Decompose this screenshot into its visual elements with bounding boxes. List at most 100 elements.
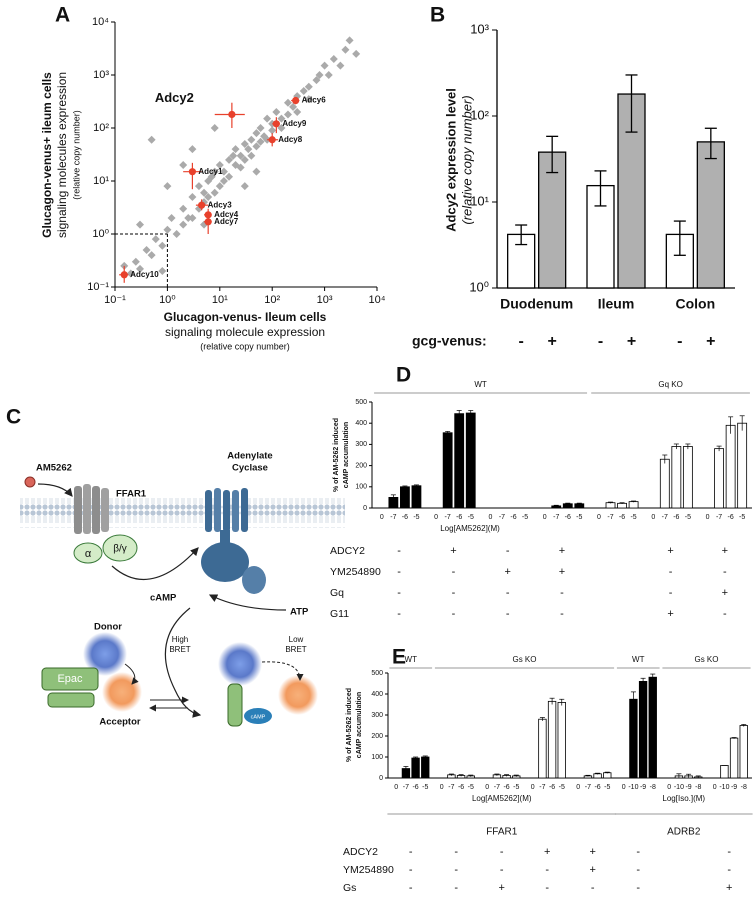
epac (227, 683, 243, 727)
point (158, 267, 167, 276)
condition-name: ADCY2 (343, 846, 378, 858)
adenylate-cyclase (201, 488, 266, 594)
genotype-label: WT (474, 380, 487, 389)
receptor (74, 484, 109, 534)
point (304, 95, 313, 104)
point (304, 82, 313, 91)
condition-mark: - (723, 608, 727, 620)
point (204, 192, 213, 201)
point (283, 98, 292, 107)
condition-mark: - (452, 608, 456, 620)
condition-mark: + (722, 545, 728, 557)
dose-label: -9 (640, 784, 646, 791)
legend-entry: - (598, 333, 603, 350)
dose-label: -5 (559, 784, 565, 791)
legend-entry: + (627, 333, 636, 350)
arrow (111, 547, 199, 580)
point (320, 61, 329, 70)
y-tick-label: 10³ (93, 69, 109, 81)
point (240, 139, 249, 148)
legend-entry: + (547, 333, 556, 350)
point (256, 124, 265, 132)
genotype-label: Gs KO (694, 655, 718, 664)
dose-label: -7 (403, 784, 409, 791)
y-tick-label: 10¹ (470, 193, 489, 208)
dose-label: 0 (576, 784, 580, 791)
condition-mark: - (409, 882, 413, 894)
donor-label: Donor (94, 622, 122, 633)
point (225, 155, 234, 164)
point (277, 114, 286, 123)
condition-mark: - (397, 608, 401, 620)
bar (538, 151, 567, 289)
y-axis-title: cAMP accumulation (343, 422, 350, 488)
condition-mark: + (559, 545, 565, 557)
point (315, 71, 324, 79)
bar (729, 737, 739, 779)
point (219, 167, 228, 176)
y-tick-label: 100 (355, 484, 367, 491)
bar (737, 422, 748, 509)
dose-label: -7 (499, 514, 505, 521)
dose-label: -10 (628, 784, 638, 791)
condition-mark: - (454, 846, 458, 858)
y-tick-label: 10² (470, 107, 489, 122)
dose-label: 0 (706, 514, 710, 521)
condition-mark: - (636, 846, 640, 858)
point (247, 135, 256, 144)
dose-label: 0 (667, 784, 671, 791)
condition-mark: - (500, 864, 504, 876)
bret-label: High (172, 635, 188, 644)
x-axis-title: Log[AM5262](M) (472, 794, 532, 803)
atp-label: ATP (290, 607, 309, 618)
point (341, 45, 350, 54)
condition-mark: + (544, 846, 550, 858)
point (289, 102, 298, 111)
point (256, 137, 265, 146)
point (207, 172, 216, 181)
y-tick-label: 10⁻¹ (87, 281, 109, 293)
point (293, 108, 302, 117)
dose-label: -5 (685, 514, 691, 521)
dose-label: -6 (728, 514, 734, 521)
bar (442, 432, 453, 509)
y-tick-label: 10⁴ (92, 16, 109, 28)
condition-name: G11 (330, 608, 349, 620)
dose-label: -5 (604, 784, 610, 791)
point (336, 61, 345, 70)
x-tick-label: Colon (676, 296, 716, 312)
dose-label: -6 (402, 514, 408, 521)
bar (629, 698, 638, 779)
dose-label: 0 (488, 514, 492, 521)
dose-label: -6 (594, 784, 600, 791)
highlighted-point (188, 168, 197, 176)
condition-mark: + (504, 566, 510, 578)
g-beta-gamma-label: β/γ (113, 544, 127, 555)
highlighted-point (120, 271, 128, 279)
bar (454, 413, 465, 509)
dose-label: 0 (531, 784, 535, 791)
y-tick-label: 500 (371, 670, 383, 677)
point (172, 230, 181, 238)
point (179, 204, 188, 213)
x-tick-label: 10⁰ (159, 294, 176, 306)
condition-mark: - (397, 587, 401, 599)
point (179, 161, 188, 170)
dose-label: -5 (422, 784, 428, 791)
highlighted-point (268, 136, 276, 144)
bret-label: BRET (285, 645, 306, 654)
acceptor (278, 675, 318, 715)
point (225, 172, 234, 181)
x-tick-label: 10⁴ (369, 294, 386, 306)
bar (739, 725, 748, 779)
y-axis-title: Adcy2 expression level (443, 88, 458, 232)
y-tick-label: 300 (355, 441, 367, 448)
x-tick-label: 10⁻¹ (104, 294, 126, 306)
dose-label: -8 (741, 784, 747, 791)
point (188, 192, 197, 201)
dose-label: 0 (713, 784, 717, 791)
dose-label: -9 (685, 784, 691, 791)
highlighted-point (228, 110, 236, 119)
dose-label: -6 (458, 784, 464, 791)
bar (547, 700, 557, 779)
